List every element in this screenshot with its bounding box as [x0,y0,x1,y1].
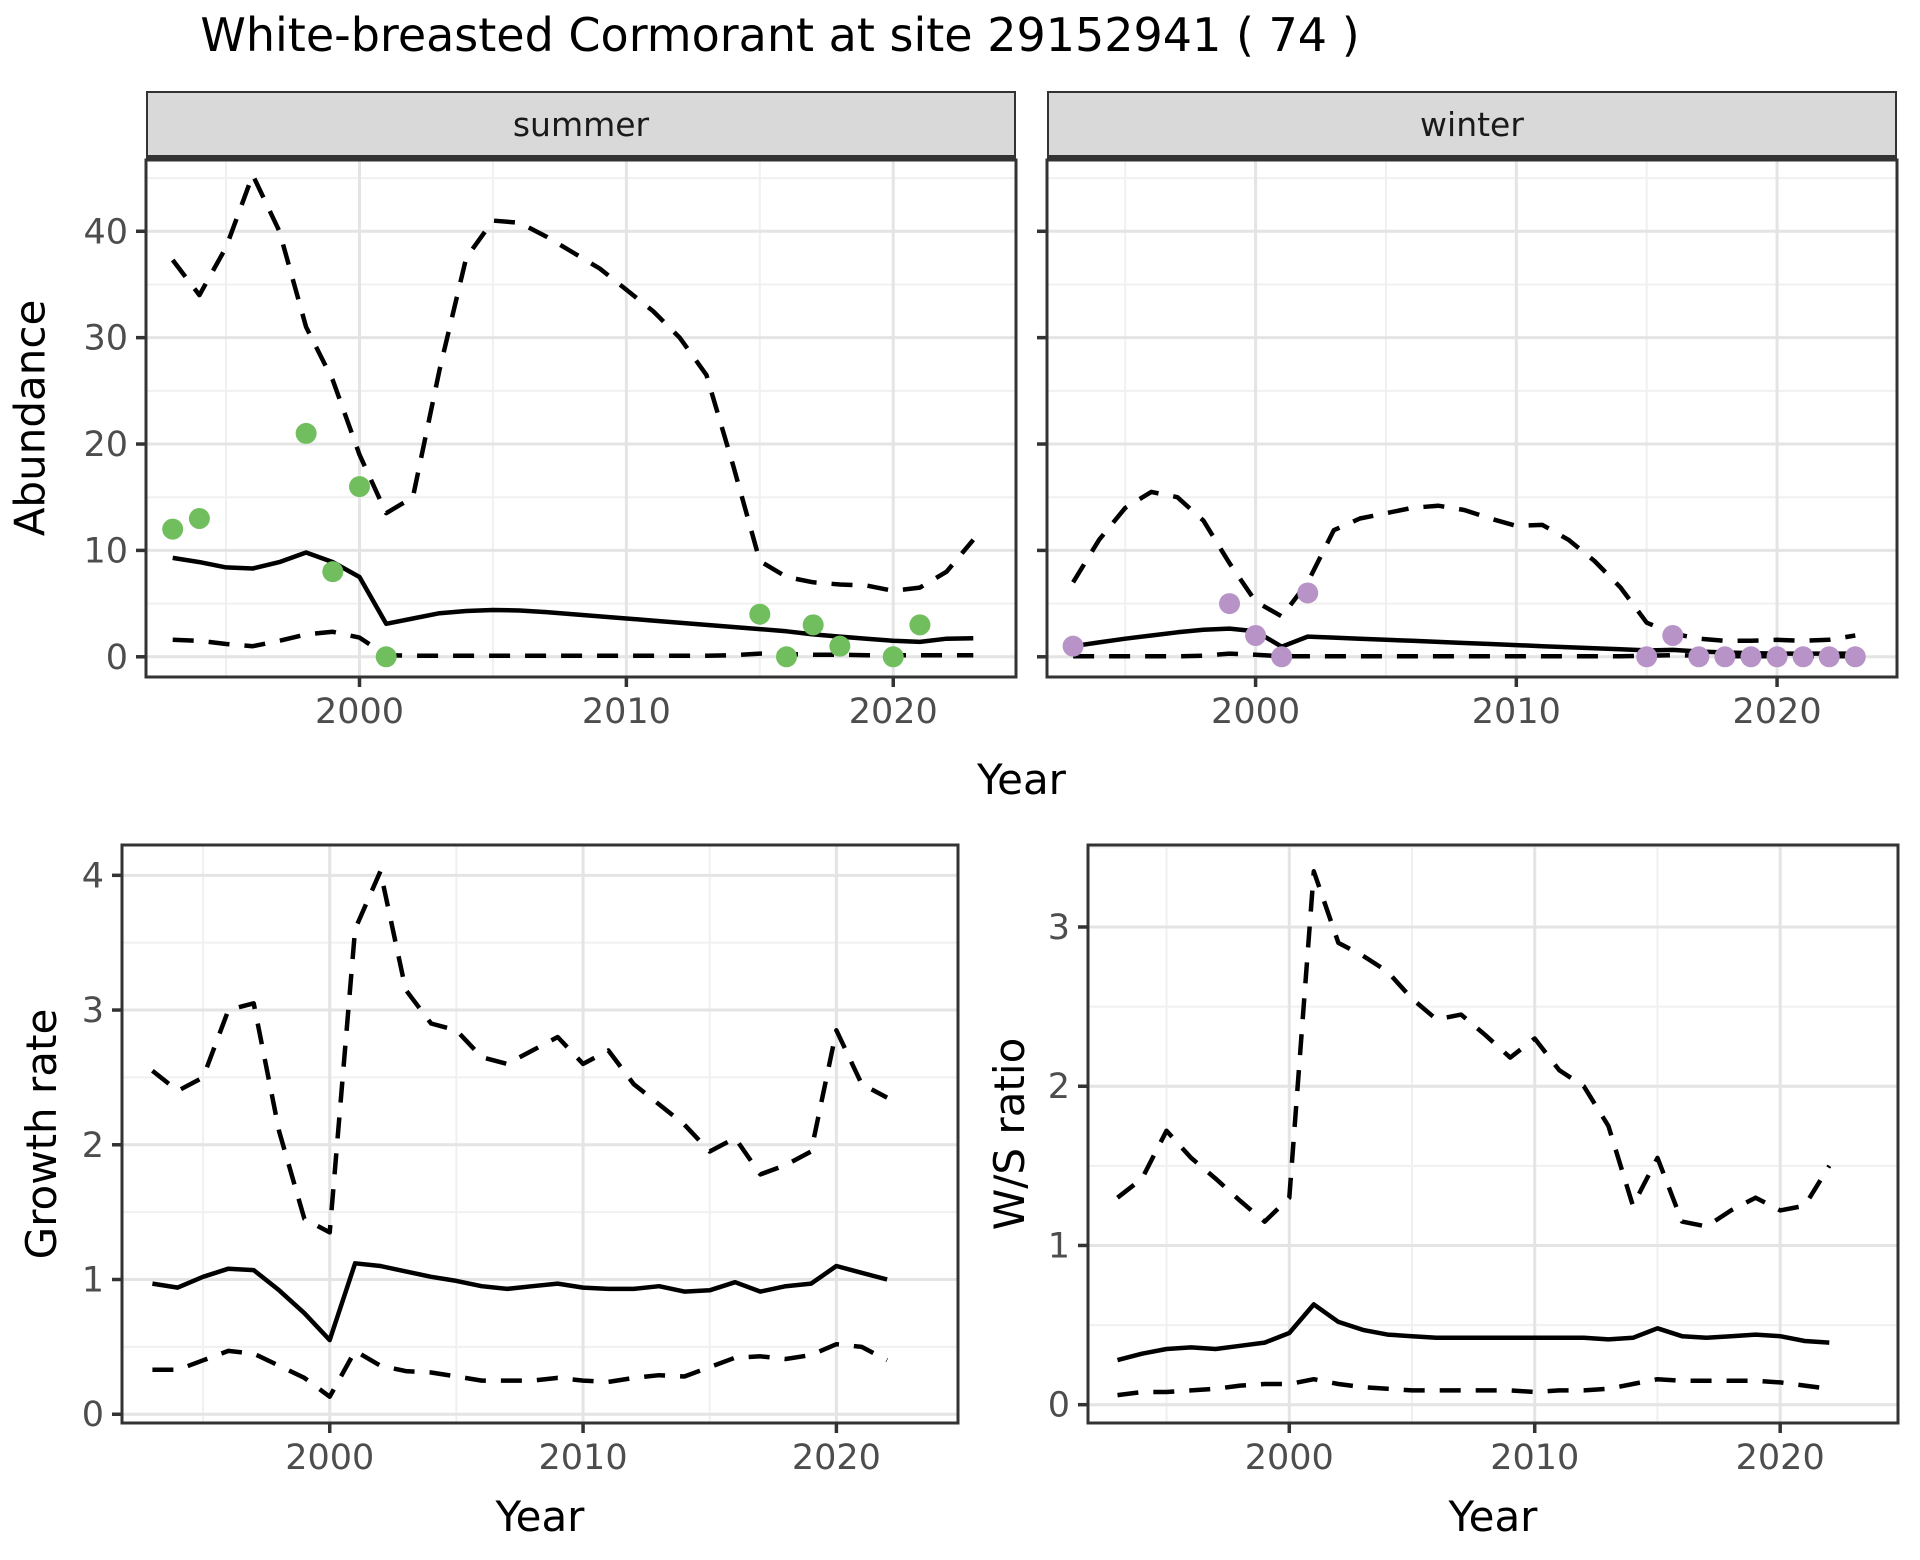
series-lower-ci [152,1341,889,1399]
observation-point [909,614,931,636]
observation-point [1297,582,1319,604]
observation-point [1662,625,1684,647]
observation-point [322,561,344,583]
observation-point [1219,593,1241,615]
observation-point [1844,646,1866,668]
series-upper-ci [150,869,889,1235]
observation-point [348,476,370,498]
facet-strip-winter: winter [1047,91,1897,160]
x-axis-title-year-top: Year [977,755,1066,804]
x-tick-label: 2000 [1211,692,1300,732]
observation-point [1792,646,1814,668]
x-tick-label: 2020 [849,692,938,732]
series-lower-ci [172,629,974,658]
observation-point [375,646,397,668]
y-tick-label: 0 [106,638,128,678]
observation-point [1740,646,1762,668]
facet-strip-summer-label: summer [512,104,650,144]
y-tick-label: 2 [1048,1067,1070,1107]
chart-title: White-breasted Cormorant at site 2915294… [200,8,1360,62]
panel-abundance-winter-data [1062,489,1866,668]
series-median [172,550,974,645]
x-tick-label: 2020 [1736,1438,1825,1478]
x-axis-title-year-growth: Year [495,1492,585,1541]
y-tick-label: 20 [83,425,128,465]
y-tick-label: 2 [82,1126,104,1166]
observation-point [1245,625,1267,647]
panel-abundance-summer-data [162,172,976,668]
panel-ws-ratio: 2000 2010 2020 0 1 2 3 [1048,843,1900,1478]
y-tick-label: 10 [83,531,128,571]
y-tick-label: 1 [1048,1226,1070,1266]
y-tick-label: 1 [82,1261,104,1301]
facet-strip-summer: summer [146,91,1016,160]
panel-growth-rate-data [150,869,889,1399]
observation-point [829,635,851,657]
x-tick-label: 2010 [539,1438,628,1478]
x-tick-label: 2000 [285,1438,374,1478]
panel-abundance-summer: 2000 2010 2020 0 10 20 30 40 [83,158,1018,732]
y-tick-label: 30 [83,319,128,359]
series-upper-ci [1116,869,1832,1229]
series-median [1116,1302,1830,1363]
series-upper-ci [1071,489,1856,644]
observation-point [882,646,904,668]
x-tick-label: 2020 [1733,692,1822,732]
x-tick-label: 2010 [1472,692,1561,732]
series-lower-ci [1117,1376,1830,1398]
observation-point [1062,635,1084,657]
panel-growth-rate: 2000 2010 2020 0 1 2 3 4 [82,843,960,1478]
y-tick-label: 40 [83,212,128,252]
y-tick-label: 4 [82,856,104,896]
panel-ws-ratio-data [1116,869,1832,1398]
observation-point [1688,646,1710,668]
x-tick-label: 2010 [582,692,671,732]
series-upper-ci [170,172,976,594]
y-tick-label: 3 [1048,908,1070,948]
observation-point [1766,646,1788,668]
observation-point [802,614,824,636]
x-tick-label: 2010 [1490,1438,1579,1478]
x-tick-label: 2000 [1245,1438,1334,1478]
observation-point [295,422,317,444]
series-median [152,1261,888,1343]
x-axis-title-year-ws: Year [1448,1492,1538,1541]
y-tick-label: 3 [82,991,104,1031]
observation-point [775,646,797,668]
observation-point [1636,646,1658,668]
observation-point [749,603,771,625]
observation-point [1271,646,1293,668]
y-tick-label: 0 [82,1395,104,1435]
observation-point [188,507,210,529]
observation-point [1818,646,1840,668]
panel-abundance-winter: 2000 2010 2020 [1037,158,1899,732]
facet-strip-winter-label: winter [1420,104,1524,144]
y-tick-label: 0 [1048,1386,1070,1426]
observation-point [162,518,184,540]
observation-point [1714,646,1736,668]
x-tick-label: 2000 [315,692,404,732]
x-tick-label: 2020 [792,1438,881,1478]
